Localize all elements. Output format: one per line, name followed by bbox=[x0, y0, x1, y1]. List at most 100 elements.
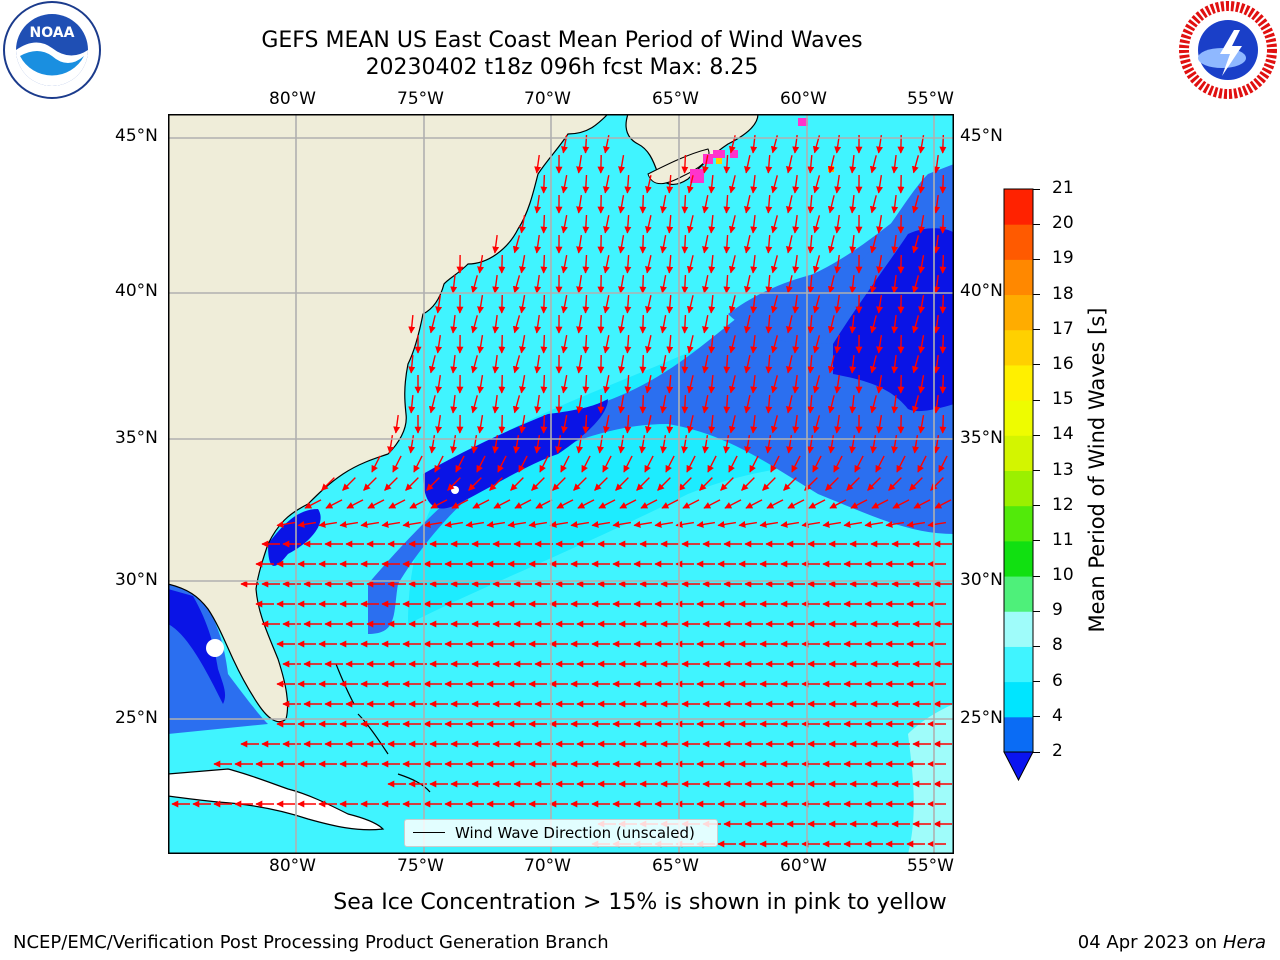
wave-direction-arrow bbox=[426, 477, 440, 491]
wave-direction-arrow bbox=[892, 499, 910, 509]
wave-direction-arrow bbox=[933, 154, 941, 174]
wave-direction-arrow bbox=[450, 314, 458, 334]
lat-tick-left: 25°N bbox=[115, 708, 158, 728]
wave-direction-arrow bbox=[598, 499, 616, 509]
wave-direction-arrow bbox=[540, 174, 548, 194]
wave-direction-arrow bbox=[402, 520, 421, 528]
wave-direction-arrow bbox=[471, 435, 479, 454]
wave-direction-arrow bbox=[770, 375, 778, 394]
wave-direction-arrow bbox=[728, 455, 738, 473]
wave-direction-arrow bbox=[513, 435, 521, 454]
colorbar-tick-mark bbox=[1033, 751, 1040, 753]
wave-direction-arrow bbox=[876, 294, 884, 314]
wave-direction-arrow bbox=[534, 194, 542, 214]
wave-direction-arrow bbox=[603, 255, 610, 274]
wave-direction-arrow bbox=[384, 477, 398, 491]
lon-tick-bottom: 55°W bbox=[907, 856, 954, 876]
wave-direction-arrow bbox=[869, 195, 877, 214]
wave-direction-arrow bbox=[849, 234, 857, 254]
wave-direction-arrow bbox=[450, 354, 458, 374]
wave-direction-arrow bbox=[476, 455, 486, 473]
wave-direction-arrow bbox=[408, 394, 416, 414]
wave-direction-arrow bbox=[792, 294, 800, 314]
wave-direction-arrow bbox=[770, 175, 778, 194]
lat-tick-right: 30°N bbox=[960, 570, 1003, 590]
wave-direction-arrow bbox=[633, 520, 652, 528]
wave-direction-arrow bbox=[597, 435, 605, 454]
wave-direction-arrow bbox=[492, 234, 500, 254]
lon-tick-bottom: 75°W bbox=[397, 856, 444, 876]
wave-direction-arrow bbox=[812, 375, 821, 394]
colorbar-tick-label: 21 bbox=[1052, 178, 1074, 198]
map-panel bbox=[168, 114, 954, 854]
wave-direction-arrow bbox=[498, 414, 506, 434]
wave-direction-arrow bbox=[871, 499, 889, 509]
wave-direction-arrow bbox=[876, 334, 884, 354]
colorbar-tick-mark bbox=[1033, 645, 1040, 647]
wave-direction-arrow bbox=[891, 274, 899, 294]
wave-direction-arrow bbox=[510, 477, 524, 491]
wave-direction-arrow bbox=[812, 175, 821, 194]
wave-direction-arrow bbox=[792, 214, 800, 234]
colorbar-segment bbox=[1004, 329, 1033, 366]
colorbar-tick-mark bbox=[1033, 505, 1040, 507]
wave-direction-arrow bbox=[891, 394, 899, 414]
wave-direction-arrow bbox=[686, 255, 694, 274]
colorbar-tick-label: 6 bbox=[1052, 670, 1063, 691]
wave-direction-arrow bbox=[744, 155, 751, 174]
colorbar-segment bbox=[1004, 364, 1033, 401]
wave-direction-arrow bbox=[849, 274, 857, 294]
wave-direction-arrow bbox=[807, 194, 815, 214]
colorbar-tick-mark bbox=[1033, 364, 1040, 366]
wave-direction-arrow bbox=[666, 214, 674, 234]
wave-direction-arrow bbox=[381, 520, 400, 528]
wave-direction-arrow bbox=[723, 194, 731, 214]
wave-direction-arrow bbox=[519, 375, 526, 394]
wave-direction-arrow bbox=[498, 294, 506, 314]
lon-tick-top: 55°W bbox=[907, 89, 954, 109]
wave-direction-arrow bbox=[723, 274, 731, 294]
wave-direction-arrow bbox=[477, 255, 485, 274]
wave-direction-arrow bbox=[318, 520, 337, 528]
wave-direction-arrow bbox=[470, 275, 478, 294]
wave-direction-arrow bbox=[854, 455, 864, 473]
wave-direction-arrow bbox=[812, 415, 821, 434]
wave-direction-arrow bbox=[582, 294, 590, 314]
wave-direction-arrow bbox=[666, 254, 674, 274]
wave-direction-arrow bbox=[498, 334, 506, 354]
wave-direction-arrow bbox=[834, 414, 842, 434]
colorbar-tick-label: 4 bbox=[1052, 705, 1063, 726]
vector-legend: Wind Wave Direction (unscaled) bbox=[404, 819, 718, 847]
wave-direction-arrow bbox=[703, 499, 721, 509]
wave-direction-arrow bbox=[770, 455, 780, 473]
wave-direction-arrow bbox=[728, 415, 736, 434]
wave-direction-arrow bbox=[869, 235, 877, 254]
wave-direction-arrow bbox=[682, 499, 700, 509]
wave-direction-arrow bbox=[765, 234, 773, 254]
wave-direction-arrow bbox=[744, 235, 751, 254]
colorbar-segment bbox=[1004, 224, 1033, 260]
wave-direction-arrow bbox=[686, 455, 696, 473]
wave-direction-arrow bbox=[477, 335, 485, 354]
wave-direction-arrow bbox=[686, 335, 694, 354]
wave-direction-arrow bbox=[938, 455, 948, 473]
wave-direction-arrow bbox=[738, 520, 757, 528]
wave-direction-arrow bbox=[770, 335, 778, 354]
wave-direction-arrow bbox=[576, 435, 584, 454]
lat-tick-left: 35°N bbox=[115, 428, 158, 448]
wave-direction-arrow bbox=[702, 155, 709, 174]
wave-direction-arrow bbox=[834, 334, 842, 354]
wave-direction-arrow bbox=[876, 174, 884, 194]
wave-direction-arrow bbox=[408, 354, 416, 374]
wave-direction-arrow bbox=[759, 520, 778, 528]
wave-direction-arrow bbox=[728, 375, 736, 394]
wave-direction-arrow bbox=[867, 477, 881, 491]
wave-direction-arrow bbox=[686, 375, 694, 394]
wave-direction-arrow bbox=[834, 374, 842, 394]
wave-direction-arrow bbox=[870, 435, 878, 454]
footer-date: 04 Apr 2023 on Hera bbox=[1078, 932, 1266, 953]
wave-direction-arrow bbox=[346, 499, 364, 509]
wave-direction-arrow bbox=[555, 435, 563, 454]
colorbar-tick-mark bbox=[1033, 223, 1040, 225]
wave-direction-arrow bbox=[561, 255, 568, 274]
